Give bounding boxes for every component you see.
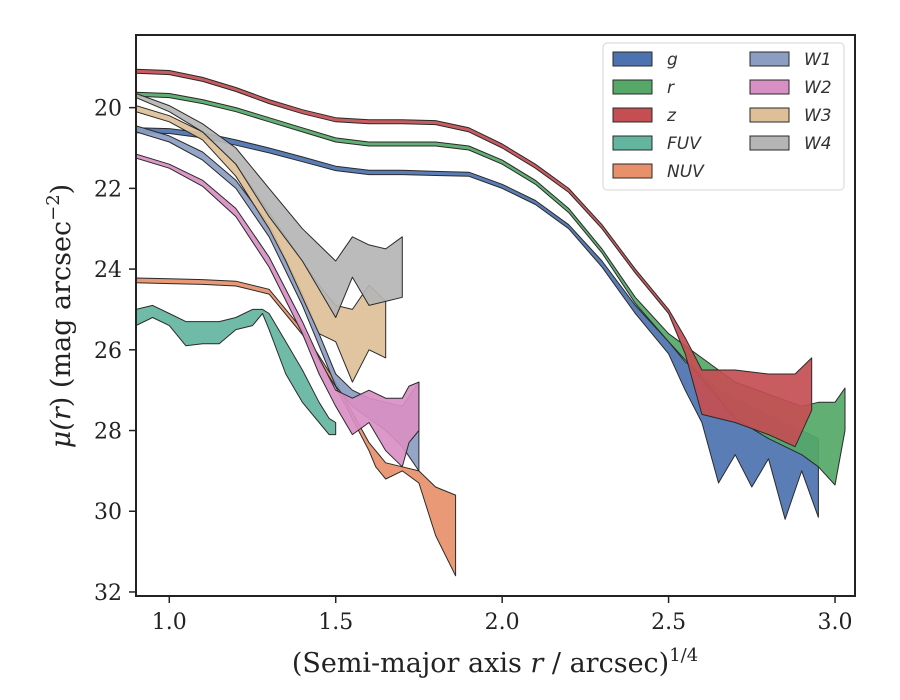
y-axis-label: μ(r) (mag arcsec−2): [43, 184, 77, 448]
y-tick-label: 22: [94, 177, 122, 202]
legend-label-z: z: [666, 106, 677, 126]
legend-swatch-z: [612, 107, 653, 123]
x-tick-label: 1.0: [152, 610, 187, 635]
x-tick-label: 2.0: [485, 610, 520, 635]
series-band-r: [136, 91, 846, 486]
legend-label-w1: W1: [804, 50, 832, 70]
y-tick-label: 28: [94, 420, 122, 445]
series-layer: [136, 68, 846, 577]
x-tick-label: 2.5: [651, 610, 686, 635]
legend-swatch-w3: [749, 107, 790, 123]
legend-swatch-fuv: [612, 135, 653, 151]
legend-swatch-w4: [749, 135, 790, 151]
legend-swatch-nuv: [612, 163, 653, 179]
legend: grz FUV NUV W1 W2 W3 W4: [602, 42, 845, 191]
plot-frame: [135, 34, 856, 597]
x-axis: 1.0 1.5 2.0 2.5 3.0: [152, 596, 853, 635]
legend-label-fuv: FUV: [667, 134, 702, 154]
legend-label-w3: W3: [804, 106, 832, 126]
x-tick-label: 1.5: [318, 610, 353, 635]
x-tick-label: 3.0: [818, 610, 853, 635]
series-band-w4: [136, 93, 403, 318]
y-tick-label: 26: [94, 339, 122, 364]
legend-label-g: g: [667, 50, 678, 70]
series-band-z: [136, 68, 813, 448]
legend-label-r: r: [667, 78, 675, 98]
legend-label-nuv: NUV: [667, 162, 705, 182]
legend-swatch-w2: [749, 79, 790, 95]
series-band-w2: [136, 153, 420, 468]
legend-label-w4: W4: [804, 134, 832, 154]
legend-swatch-g: [612, 51, 653, 67]
y-tick-label: 32: [94, 581, 122, 606]
y-axis: 20 22 24 26 28 30 32: [94, 97, 136, 606]
series-band-nuv: [136, 277, 457, 577]
y-tick-label: 30: [94, 500, 122, 525]
legend-swatch-r: [612, 79, 653, 95]
legend-swatch-w1: [749, 51, 790, 67]
legend-label-w2: W2: [804, 78, 832, 98]
x-axis-label: (Semi-major axis r / arcsec)1/4: [292, 645, 698, 679]
y-tick-label: 20: [94, 97, 122, 122]
y-tick-label: 24: [94, 258, 122, 283]
series-band-fuv: [136, 304, 337, 436]
series-band-g: [136, 127, 819, 520]
